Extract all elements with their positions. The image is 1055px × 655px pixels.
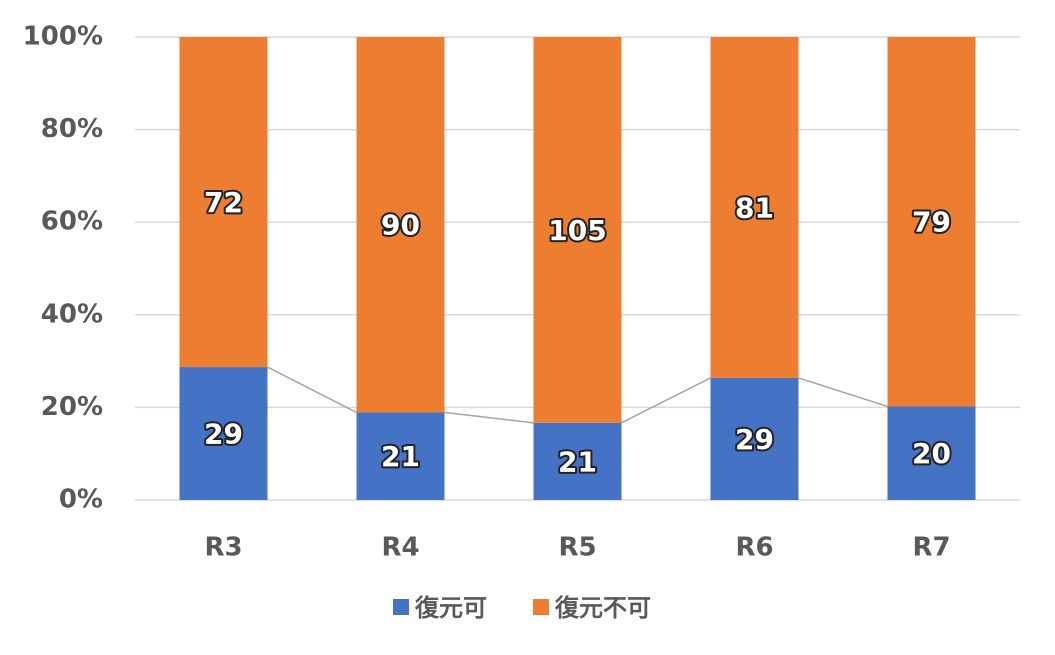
data-label: 21 — [558, 445, 597, 478]
y-tick-label: 20% — [41, 392, 103, 422]
bar-segment — [356, 412, 445, 500]
bar-segment — [710, 37, 799, 378]
bar-segment — [179, 37, 268, 368]
y-tick-label: 60% — [41, 207, 103, 237]
x-tick-label: R3 — [204, 533, 242, 563]
series-line — [267, 366, 357, 414]
x-tick-label: R6 — [735, 533, 773, 563]
legend-swatch — [393, 599, 409, 615]
bar-segment — [356, 37, 445, 413]
x-tick-label: R4 — [381, 533, 419, 563]
y-tick-label: 100% — [23, 22, 103, 52]
data-label: 79 — [912, 206, 951, 239]
y-tick-label: 80% — [41, 114, 103, 144]
bar-segment — [533, 37, 622, 423]
series-line — [798, 377, 888, 408]
data-label: 90 — [381, 209, 420, 242]
data-label: 105 — [548, 214, 606, 247]
x-tick-label: R5 — [558, 533, 596, 563]
y-tick-label: 40% — [41, 299, 103, 329]
data-label: 20 — [912, 437, 951, 470]
data-label: 21 — [381, 440, 420, 473]
x-tick-label: R7 — [912, 533, 950, 563]
series-line — [444, 411, 534, 424]
series-line — [621, 377, 711, 424]
bar-segment — [887, 37, 976, 407]
bar-segment — [533, 422, 622, 500]
bar-segment — [710, 377, 799, 500]
data-label: 29 — [204, 418, 243, 451]
bar-segment — [179, 367, 268, 500]
data-label: 72 — [204, 186, 243, 219]
data-label: 81 — [735, 191, 774, 224]
y-tick-label: 0% — [59, 485, 103, 515]
legend-label: 復元不可 — [554, 594, 651, 622]
legend-swatch — [533, 599, 549, 615]
bar-segment — [887, 406, 976, 500]
data-label: 29 — [735, 423, 774, 456]
legend-label: 復元可 — [414, 594, 487, 622]
